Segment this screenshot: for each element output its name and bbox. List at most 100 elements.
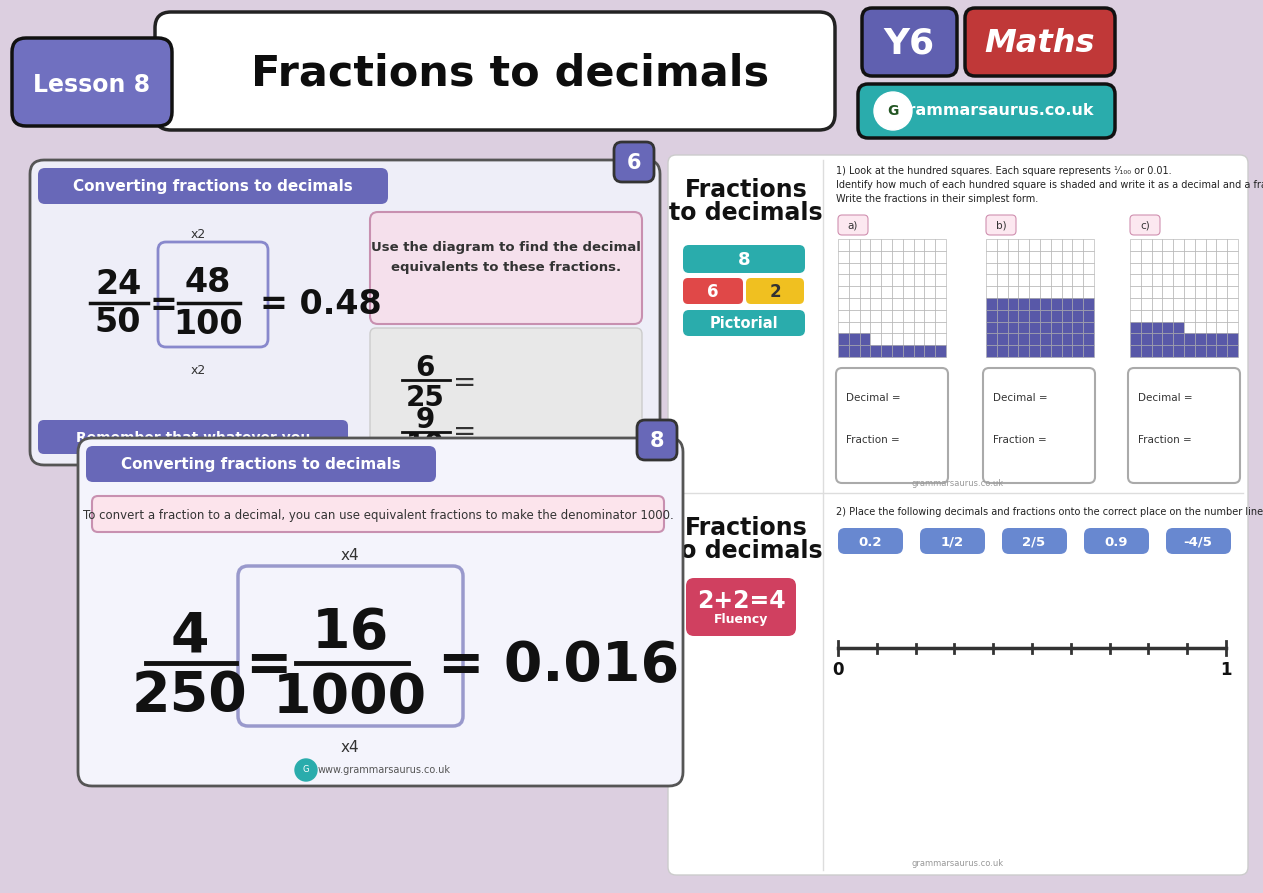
Bar: [1206, 321, 1216, 333]
Bar: [1140, 239, 1152, 251]
Circle shape: [874, 92, 912, 130]
Bar: [1140, 333, 1152, 346]
Bar: [1039, 263, 1051, 274]
Bar: [1062, 321, 1072, 333]
Bar: [1018, 298, 1029, 310]
Bar: [860, 321, 870, 333]
Bar: [1216, 298, 1228, 310]
FancyBboxPatch shape: [614, 142, 654, 182]
Bar: [837, 310, 849, 321]
Bar: [1228, 286, 1238, 298]
Bar: [1072, 274, 1084, 286]
Bar: [1029, 263, 1039, 274]
Bar: [935, 251, 946, 263]
Bar: [1008, 310, 1018, 321]
Bar: [1029, 321, 1039, 333]
Text: 24: 24: [95, 269, 141, 302]
Bar: [882, 263, 892, 274]
Bar: [860, 274, 870, 286]
Text: 1) Look at the hundred squares. Each square represents ¹⁄₁₀₀ or 0.01.: 1) Look at the hundred squares. Each squ…: [836, 166, 1172, 176]
Bar: [913, 251, 925, 263]
Bar: [1062, 333, 1072, 346]
Bar: [1183, 298, 1195, 310]
Bar: [1206, 263, 1216, 274]
Bar: [837, 333, 849, 346]
Text: 2) Place the following decimals and fractions onto the correct place on the numb: 2) Place the following decimals and frac…: [836, 507, 1263, 517]
Bar: [1162, 274, 1173, 286]
Bar: [1228, 263, 1238, 274]
FancyBboxPatch shape: [1128, 368, 1240, 483]
Bar: [1216, 310, 1228, 321]
Bar: [892, 333, 903, 346]
Bar: [1183, 239, 1195, 251]
Bar: [1173, 298, 1183, 310]
Text: 2/5: 2/5: [1023, 536, 1046, 548]
Bar: [837, 239, 849, 251]
Text: G: G: [303, 765, 309, 774]
Bar: [1152, 274, 1162, 286]
Bar: [1084, 333, 1094, 346]
Bar: [1008, 298, 1018, 310]
Bar: [1084, 239, 1094, 251]
FancyBboxPatch shape: [38, 420, 349, 454]
Bar: [1062, 298, 1072, 310]
FancyBboxPatch shape: [837, 528, 903, 554]
Bar: [913, 263, 925, 274]
Bar: [892, 263, 903, 274]
Bar: [1228, 310, 1238, 321]
Bar: [860, 251, 870, 263]
FancyBboxPatch shape: [858, 84, 1115, 138]
Text: grammarsaurus.co.uk: grammarsaurus.co.uk: [912, 479, 1004, 488]
Bar: [1173, 251, 1183, 263]
Bar: [1162, 321, 1173, 333]
Bar: [935, 346, 946, 357]
Bar: [1072, 321, 1084, 333]
Text: 8: 8: [738, 251, 750, 269]
Text: 1/2: 1/2: [941, 536, 964, 548]
Text: a): a): [847, 221, 858, 231]
Bar: [1162, 239, 1173, 251]
Bar: [1216, 346, 1228, 357]
FancyBboxPatch shape: [836, 368, 949, 483]
Bar: [860, 333, 870, 346]
Bar: [986, 346, 997, 357]
Bar: [1130, 321, 1140, 333]
Bar: [1162, 286, 1173, 298]
Bar: [860, 286, 870, 298]
Text: Fraction =: Fraction =: [1138, 435, 1192, 445]
Text: 6: 6: [416, 354, 434, 382]
Bar: [870, 263, 882, 274]
Bar: [1216, 239, 1228, 251]
Bar: [1084, 286, 1094, 298]
Bar: [837, 251, 849, 263]
Bar: [870, 274, 882, 286]
FancyBboxPatch shape: [983, 368, 1095, 483]
Text: Fractions to decimals: Fractions to decimals: [251, 52, 769, 94]
Bar: [1216, 286, 1228, 298]
Text: = 0.016: = 0.016: [438, 639, 679, 693]
Bar: [1039, 274, 1051, 286]
Text: Fractions: Fractions: [685, 178, 807, 202]
Bar: [870, 333, 882, 346]
Bar: [837, 286, 849, 298]
Bar: [892, 251, 903, 263]
Text: Pictorial: Pictorial: [710, 316, 778, 331]
Bar: [1152, 251, 1162, 263]
Bar: [1130, 239, 1140, 251]
FancyBboxPatch shape: [686, 578, 796, 636]
Bar: [1152, 263, 1162, 274]
Bar: [903, 346, 913, 357]
Bar: [1039, 239, 1051, 251]
Bar: [925, 298, 935, 310]
Text: Converting fractions to decimals: Converting fractions to decimals: [73, 179, 352, 195]
Bar: [892, 239, 903, 251]
Bar: [1072, 251, 1084, 263]
FancyBboxPatch shape: [986, 215, 1015, 235]
Bar: [1051, 333, 1062, 346]
Bar: [1183, 321, 1195, 333]
Text: x2: x2: [191, 229, 206, 241]
Bar: [997, 251, 1008, 263]
Bar: [1140, 310, 1152, 321]
Bar: [1039, 310, 1051, 321]
Bar: [837, 298, 849, 310]
